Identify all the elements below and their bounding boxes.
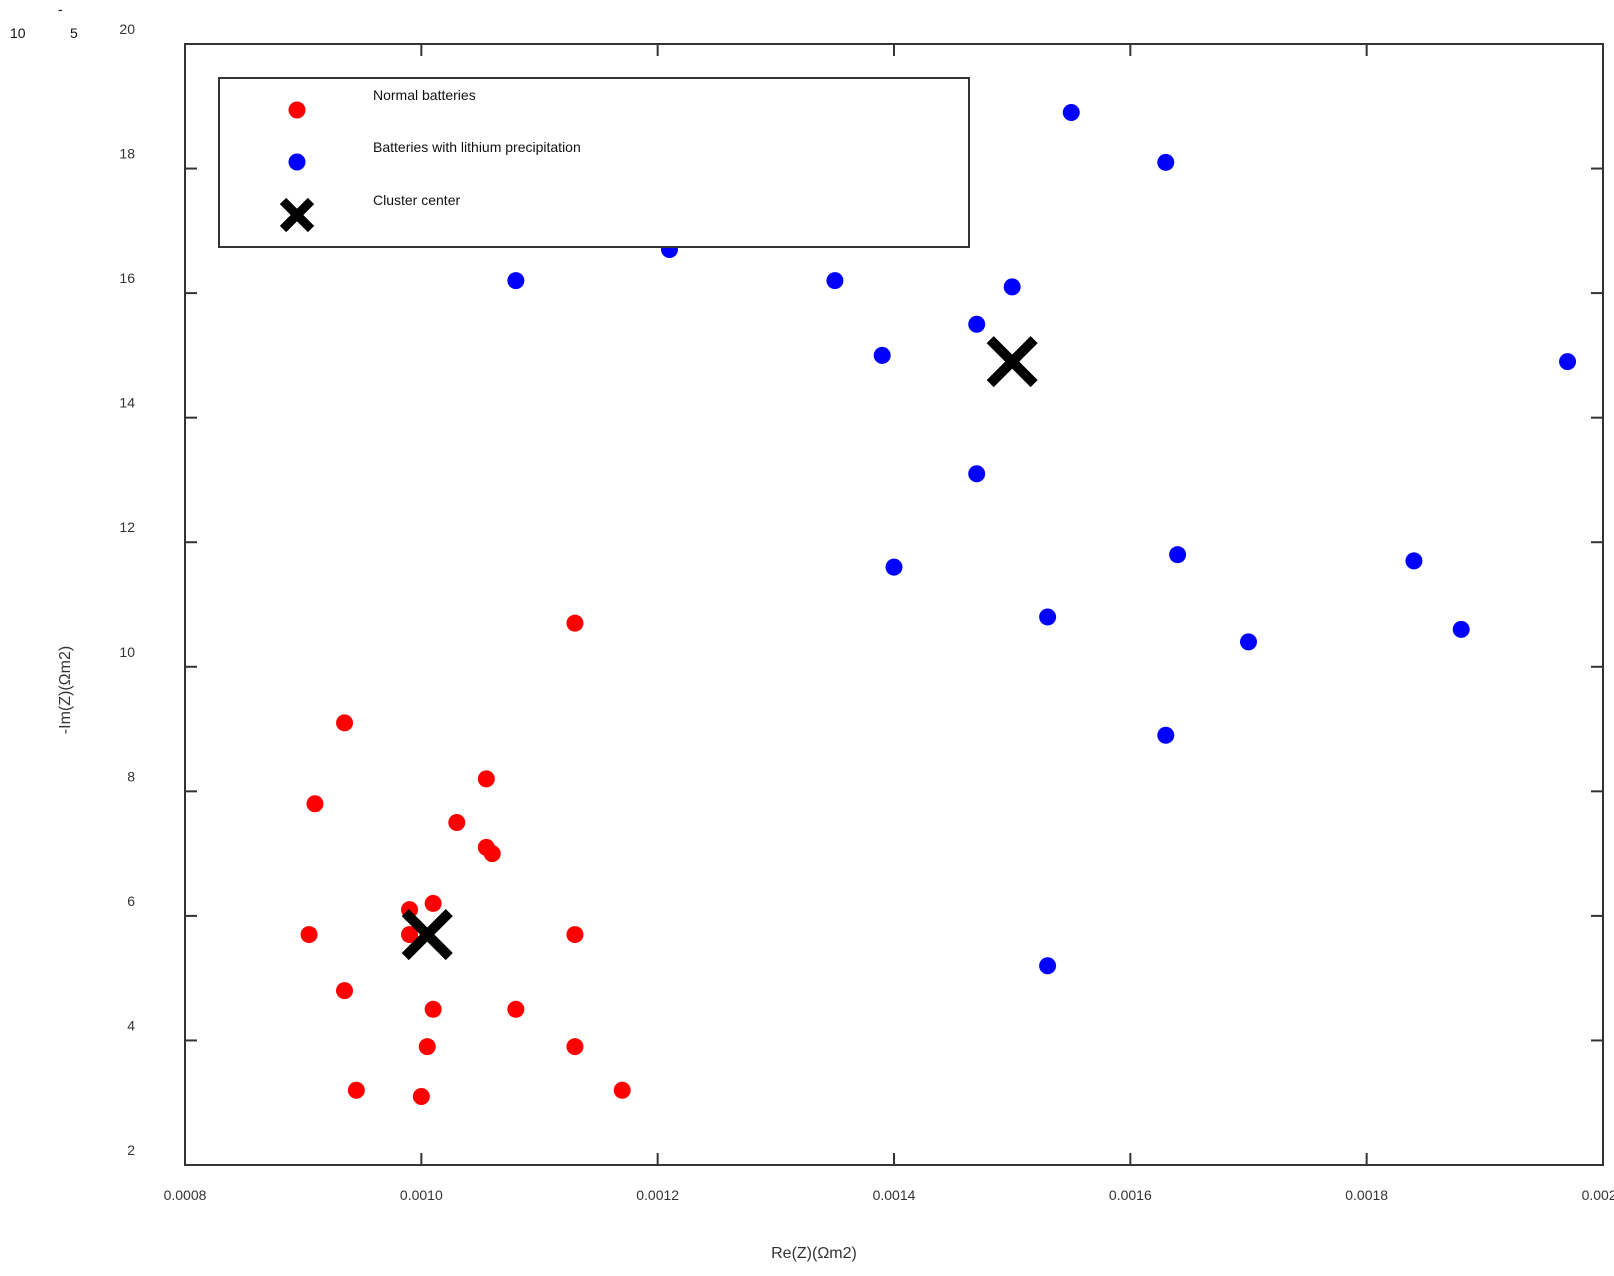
lithium-battery-point: [1039, 957, 1057, 975]
x-tick-label: 0.0016: [1109, 1187, 1152, 1203]
y-tick-label: 10: [119, 644, 135, 660]
y-tick-label: 4: [127, 1017, 135, 1033]
lithium-battery-point: [1240, 633, 1257, 651]
normal-battery-point: [401, 926, 419, 944]
legend-dot-icon: [288, 101, 306, 119]
ticks: 0.0008 0.0010 0.0012 0.0014 0.0016 0.0018 0.00…: [119, 21, 1614, 1203]
x-tick-label: 0.0010: [400, 1187, 443, 1203]
y-tick-label: 12: [119, 519, 135, 535]
lithium-battery-point: [873, 346, 891, 364]
lithium-battery-point: [885, 558, 903, 576]
lithium-battery-point: [507, 272, 525, 290]
normal-battery-point: [336, 982, 354, 1000]
legend-label: Normal batteries: [373, 87, 476, 103]
legend: Normal batteries Batteries with lithium p…: [218, 77, 970, 248]
normal-battery-point: [300, 926, 318, 944]
normal-battery-point: [613, 1081, 631, 1099]
normal-battery-point: [566, 926, 584, 944]
lithium-battery-point: [968, 315, 986, 333]
normal-battery-point: [412, 1087, 430, 1105]
lithium-battery-point: [1157, 153, 1175, 171]
x-tick-label: 0.0018: [1345, 1187, 1388, 1203]
lithium-battery-point: [1559, 353, 1577, 371]
y-tick-label: 14: [119, 395, 135, 411]
data-marks: [300, 104, 1577, 1105]
normal-battery-point: [336, 714, 354, 732]
x-axis-label: Re(Z)(Ωm2): [771, 1245, 857, 1262]
normal-battery-point: [507, 1000, 525, 1018]
x-tick-label: 0.0012: [636, 1187, 679, 1203]
cluster-center-marker: [986, 336, 1038, 388]
normal-battery-point: [418, 1038, 436, 1056]
normal-battery-point: [347, 1081, 365, 1099]
x-tick-label: 0.0008: [164, 1187, 207, 1203]
y-tick-label: 6: [127, 893, 135, 909]
lithium-battery-point: [968, 465, 986, 483]
cluster-center-marker: [401, 909, 453, 961]
legend-label: Cluster center: [373, 192, 460, 208]
normal-battery-point: [424, 1000, 442, 1018]
y-axis-label: -Im(Z)(Ωm2): [57, 646, 74, 734]
y-multiplier-sign: -: [58, 1, 63, 17]
normal-battery-point: [306, 795, 324, 813]
y-multiplier-exponent: 5: [70, 25, 78, 41]
lithium-battery-point: [1452, 620, 1470, 638]
lithium-battery-point: [1405, 552, 1423, 570]
legend-label: Batteries with lithium precipitation: [373, 139, 581, 155]
x-tick-label: 0.0020: [1582, 1187, 1614, 1203]
lithium-battery-point: [1003, 278, 1021, 296]
y-tick-label: 16: [119, 270, 135, 286]
normal-battery-point: [566, 1038, 584, 1056]
y-tick-label: 20: [119, 21, 135, 37]
lithium-battery-point: [1157, 726, 1175, 744]
lithium-battery-point: [1169, 546, 1187, 564]
y-tick-label: 8: [127, 768, 135, 784]
y-multiplier-base: 10: [10, 25, 26, 41]
normal-battery-point: [448, 813, 466, 831]
y-tick-label: 18: [119, 146, 135, 162]
y-tick-label: 2: [127, 1142, 135, 1158]
lithium-battery-point: [1039, 608, 1057, 626]
lithium-battery-point: [826, 272, 844, 290]
normal-battery-point: [477, 770, 495, 788]
lithium-battery-point: [1062, 104, 1080, 122]
normal-battery-point: [566, 614, 584, 632]
legend-cross-icon: [279, 197, 315, 233]
x-tick-label: 0.0014: [873, 1187, 916, 1203]
normal-battery-point: [424, 894, 442, 912]
labels: 10 -5 Re(Z)(Ωm2) -Im(Z)(Ωm2): [10, 1, 857, 1262]
legend-box: [218, 77, 970, 248]
legend-dot-icon: [288, 153, 306, 171]
normal-battery-point: [483, 845, 501, 863]
